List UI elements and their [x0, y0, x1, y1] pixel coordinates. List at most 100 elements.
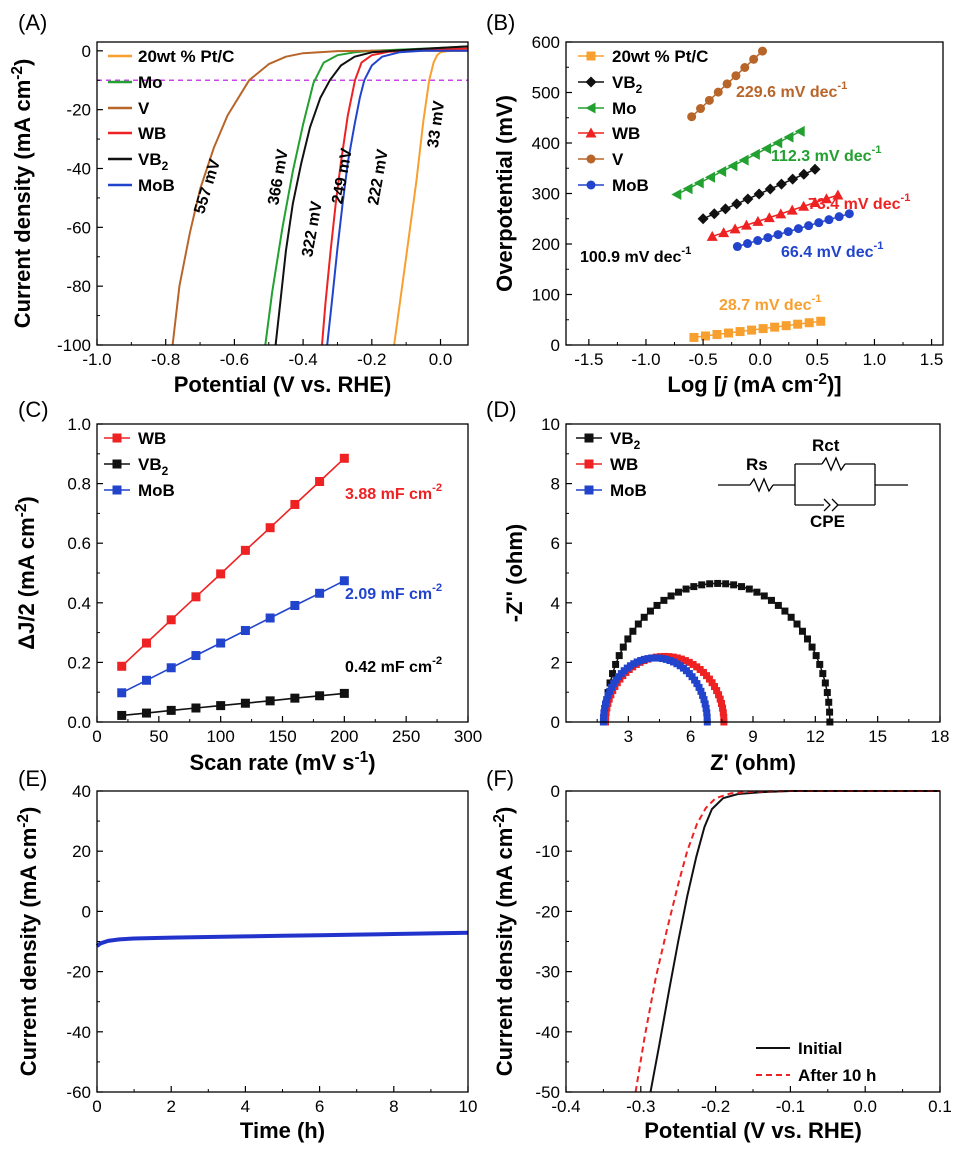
plot-frame [96, 790, 469, 1093]
data-point [719, 203, 731, 215]
y-tick-label: 300 [532, 185, 560, 204]
panel-label-d: (D) [486, 397, 517, 422]
data-point [609, 670, 617, 678]
x-tick-label: 0 [92, 1097, 101, 1116]
data-point [735, 327, 745, 337]
data-point [612, 660, 620, 668]
series-mob [117, 576, 349, 698]
y-axis-label-b: Overpotential (mV) [492, 95, 517, 292]
x-axis-label-d: Z' (ohm) [710, 750, 796, 775]
x-tick-label: 0 [92, 727, 101, 746]
data-point [731, 71, 741, 81]
x-tick-label: -1.0 [631, 350, 660, 369]
data-point [716, 695, 724, 703]
panel-b: (B) -1.5 -1.0 -0.5 0.0 0.5 1.0 1.5 0 100 200 300 400… [486, 10, 944, 397]
data-point [603, 696, 611, 704]
data-point [804, 221, 814, 231]
data-point [705, 675, 713, 683]
data-point [290, 600, 300, 610]
data-point [738, 154, 749, 166]
data-point [729, 223, 741, 234]
data-point [714, 579, 722, 587]
data-point [712, 329, 722, 339]
series-mob [599, 654, 711, 726]
legend-label: 20wt % Pt/C [612, 47, 708, 66]
data-point [753, 188, 765, 200]
data-point [604, 691, 612, 699]
data-point [117, 710, 127, 720]
resistor-rct [821, 456, 846, 472]
series-line [121, 692, 345, 717]
data-point [706, 580, 714, 588]
data-point [191, 703, 201, 713]
data-point [783, 131, 794, 143]
x-tick-label: 100 [206, 727, 234, 746]
data-point [677, 655, 685, 663]
data-point [753, 588, 761, 596]
data-point [715, 691, 723, 699]
x-tick-label: -0.4 [288, 350, 317, 369]
legend-marker [584, 459, 594, 469]
data-point [166, 663, 176, 673]
data-point [834, 212, 844, 222]
data-point [747, 325, 757, 335]
x-tick-label: 2 [166, 1097, 175, 1116]
data-point [141, 638, 151, 648]
data-point [787, 173, 799, 185]
data-point [764, 183, 776, 195]
data-point [700, 696, 708, 704]
series-line [121, 457, 345, 667]
data-point [798, 168, 810, 180]
panel-label-c: (C) [18, 397, 49, 422]
data-point [775, 208, 787, 219]
panel-c: (C) 0 50 100 150 200 250 300 0.0 0.2 0.4 0.6 0.8 1.0 S… [13, 397, 482, 775]
legend-label: VB2 [138, 455, 169, 478]
circuit-label-rs: Rs [746, 455, 768, 474]
data-point [608, 683, 616, 691]
data-point [117, 688, 127, 698]
tafel-slope-annotation: 73.4 mV dec-1 [808, 192, 910, 213]
series-mo [671, 125, 805, 201]
data-point [666, 657, 674, 665]
y-axis-label-f: Current density (mA cm-2) [491, 807, 517, 1077]
x-axis-label-a: Potential (V vs. RHE) [174, 372, 392, 397]
data-point [265, 613, 275, 623]
data-point [761, 143, 772, 155]
legend-marker [112, 459, 122, 469]
legend-label: 20wt % Pt/C [138, 47, 234, 66]
data-point [600, 713, 608, 721]
legend-marker [584, 485, 594, 495]
data-point [809, 197, 821, 208]
data-point [732, 242, 742, 252]
data-point [745, 585, 753, 593]
series-v [687, 46, 767, 122]
data-point [793, 319, 803, 329]
x-tick-label: 0.5 [806, 350, 830, 369]
series-vb2 [117, 688, 349, 720]
data-point [793, 224, 803, 234]
data-point [718, 700, 726, 708]
x-tick-label: 0.0 [748, 350, 772, 369]
series-line-20wtptc [393, 49, 468, 346]
y-tick-label: -30 [535, 963, 560, 982]
data-point [798, 200, 810, 211]
y-tick-label: 500 [532, 84, 560, 103]
data-point [775, 178, 787, 190]
data-point [730, 581, 738, 589]
y-tick-label: 10 [541, 415, 560, 434]
data-point [653, 601, 661, 609]
data-point [816, 660, 824, 668]
y-tick-label: 0 [82, 42, 91, 61]
data-point [814, 218, 824, 228]
circuit-label-cpe: CPE [810, 512, 845, 531]
cpe-element [823, 498, 831, 512]
y-tick-label: 6 [551, 534, 560, 553]
data-point [752, 215, 764, 226]
data-point [781, 321, 791, 331]
panel-label-e: (E) [18, 766, 47, 791]
data-point [667, 592, 675, 600]
x-tick-label: -1.5 [574, 350, 603, 369]
y-tick-label: 0.2 [67, 653, 91, 672]
data-point [629, 627, 637, 635]
